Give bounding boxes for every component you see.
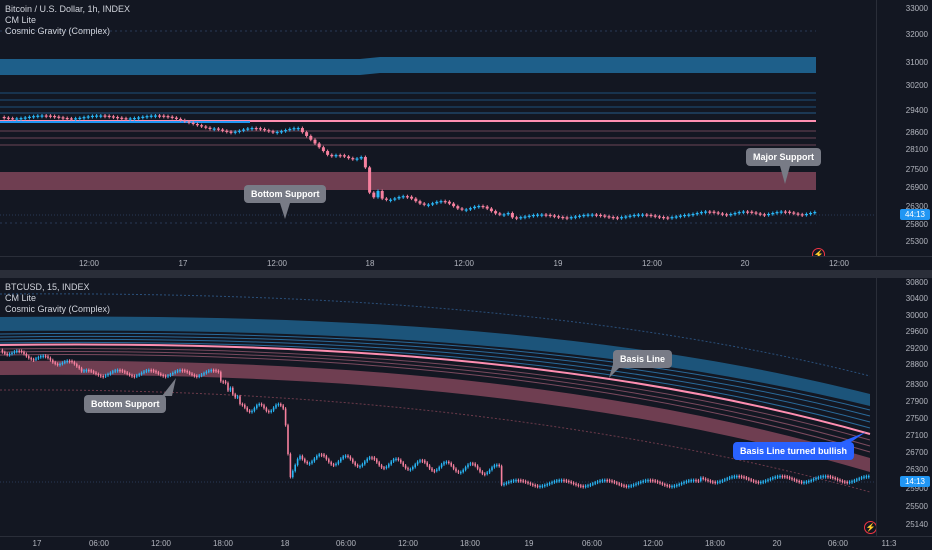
- time-label: 18: [365, 259, 375, 268]
- price-label: 33000: [905, 4, 928, 13]
- price-label: 26700: [905, 448, 928, 457]
- price-label: 29600: [905, 327, 928, 336]
- price-label: 30000: [905, 311, 928, 320]
- time-label: 12:00: [641, 259, 663, 268]
- price-label: 28100: [905, 145, 928, 154]
- level-line: [0, 351, 871, 447]
- price-label: 28600: [905, 128, 928, 137]
- time-label: 11:3: [881, 539, 897, 548]
- level-line: [0, 354, 871, 453]
- time-label: 12:00: [453, 259, 475, 268]
- resistance-band: [0, 57, 816, 75]
- level-line: [0, 332, 871, 411]
- price-label: 31000: [905, 58, 928, 67]
- envelope-line: [0, 293, 871, 377]
- indicator-cm-lite[interactable]: CM Lite: [5, 15, 37, 25]
- current-price-tag: 14:13: [900, 476, 930, 487]
- price-label: 25900: [905, 484, 928, 493]
- time-label: 17: [178, 259, 188, 268]
- price-label: 30400: [905, 294, 928, 303]
- time-label: 06:00: [88, 539, 110, 548]
- bottom-support-callout-bottom: Bottom Support: [84, 395, 167, 413]
- level-line: [0, 348, 871, 441]
- price-label: 29400: [905, 106, 928, 115]
- bottom-candle-series: [1, 348, 870, 489]
- level-line: [0, 341, 871, 429]
- time-label: 18:00: [459, 539, 481, 548]
- bottom-price-scale[interactable]: 30800 30400 30000 29600 29200 28800 2830…: [876, 278, 932, 536]
- price-label: 30200: [905, 81, 928, 90]
- price-label: 27500: [905, 165, 928, 174]
- time-label: 12:00: [642, 539, 664, 548]
- callout-pointer: [609, 364, 623, 378]
- price-label: 25140: [905, 520, 928, 529]
- price-label: 28800: [905, 360, 928, 369]
- top-plot-area[interactable]: [0, 0, 876, 256]
- price-label: 26900: [905, 183, 928, 192]
- price-label: 27500: [905, 414, 928, 423]
- price-label: 25500: [905, 502, 928, 511]
- top-legend: Bitcoin / U.S. Dollar, 1h, INDEX CM Lite…: [5, 4, 130, 37]
- callout-pointer: [780, 166, 790, 184]
- level-line: [0, 338, 871, 423]
- price-label: 29200: [905, 344, 928, 353]
- time-label: 19: [524, 539, 534, 548]
- price-label: 25300: [905, 237, 928, 246]
- time-label: 06:00: [581, 539, 603, 548]
- symbol-title[interactable]: BTCUSD, 15, INDEX: [5, 282, 90, 292]
- indicator-cosmic-gravity[interactable]: Cosmic Gravity (Complex): [5, 26, 111, 36]
- basis-line: [0, 343, 871, 435]
- price-label: 25800: [905, 220, 928, 229]
- callout-pointer: [280, 203, 290, 219]
- time-label: 06:00: [827, 539, 849, 548]
- bottom-support-callout-top: Bottom Support: [244, 185, 327, 203]
- support-band: [0, 172, 816, 190]
- callout-pointer: [836, 432, 866, 444]
- time-label: 19: [553, 259, 563, 268]
- top-price-scale[interactable]: 33000 32000 31000 30200 29400 28600 2810…: [876, 0, 932, 256]
- bottom-time-axis[interactable]: 17 06:00 12:00 18:00 18 06:00 12:00 18:0…: [0, 536, 932, 550]
- time-label: 06:00: [335, 539, 357, 548]
- support-band: [0, 360, 870, 472]
- bottom-legend: BTCUSD, 15, INDEX CM Lite Cosmic Gravity…: [5, 282, 110, 315]
- top-chart-pane[interactable]: Bitcoin / U.S. Dollar, 1h, INDEX CM Lite…: [0, 0, 932, 270]
- current-price-tag: 44:13: [900, 209, 930, 220]
- level-line: [0, 335, 871, 417]
- envelope-line: [0, 389, 871, 493]
- time-label: 12:00: [828, 259, 850, 268]
- callout-pointer: [162, 378, 176, 396]
- price-label: 27100: [905, 431, 928, 440]
- time-label: 17: [32, 539, 42, 548]
- bottom-plot-area[interactable]: [0, 278, 876, 536]
- price-label: 28300: [905, 380, 928, 389]
- time-label: 12:00: [150, 539, 172, 548]
- time-label: 18:00: [704, 539, 726, 548]
- basis-line-bullish-callout: Basis Line turned bullish: [733, 442, 855, 460]
- basis-line-callout: Basis Line: [613, 350, 673, 368]
- time-label: 12:00: [266, 259, 288, 268]
- price-label: 32000: [905, 30, 928, 39]
- time-label: 12:00: [78, 259, 100, 268]
- indicator-cosmic-gravity[interactable]: Cosmic Gravity (Complex): [5, 304, 111, 314]
- price-label: 26300: [905, 202, 928, 211]
- time-label: 18:00: [212, 539, 234, 548]
- indicator-cm-lite[interactable]: CM Lite: [5, 293, 37, 303]
- time-label: 18: [280, 539, 290, 548]
- pane-separator[interactable]: [0, 270, 932, 278]
- price-label: 27900: [905, 397, 928, 406]
- time-label: 20: [772, 539, 782, 548]
- resistance-band: [0, 316, 870, 406]
- symbol-title[interactable]: Bitcoin / U.S. Dollar, 1h, INDEX: [5, 4, 131, 14]
- time-label: 20: [740, 259, 750, 268]
- top-candle-series: [2, 114, 817, 221]
- time-label: 12:00: [397, 539, 419, 548]
- price-label: 30800: [905, 278, 928, 287]
- bottom-chart-pane[interactable]: BTCUSD, 15, INDEX CM Lite Cosmic Gravity…: [0, 278, 932, 550]
- price-label: 26300: [905, 465, 928, 474]
- top-time-axis[interactable]: 12:00 17 12:00 18 12:00 19 12:00 20 12:0…: [0, 256, 932, 270]
- major-support-callout: Major Support: [746, 148, 821, 166]
